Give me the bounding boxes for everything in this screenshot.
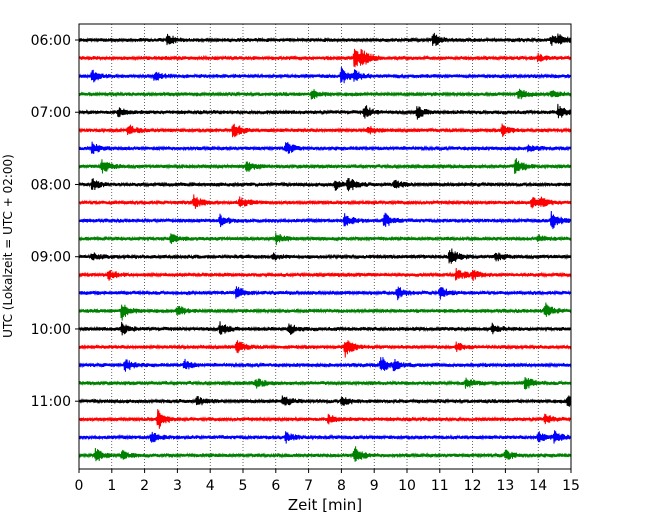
trace-0815 (78, 194, 572, 209)
trace-0700 (78, 103, 572, 120)
trace-1045 (78, 376, 572, 390)
trace-0615 (78, 48, 572, 68)
trace-1145 (78, 446, 572, 462)
x-tick-label: 0 (75, 478, 84, 494)
y-tick-label: 07:00 (31, 105, 71, 121)
x-tick-label: 11 (431, 478, 449, 494)
plot-frame (78, 23, 572, 470)
trace-1100 (78, 395, 572, 407)
trace-0745 (78, 158, 572, 174)
x-tick-label: 9 (370, 478, 379, 494)
y-axis-label: UTC (Lokalzeit = UTC + 02:00) (1, 154, 15, 338)
trace-0630 (78, 67, 572, 84)
trace-0600 (78, 32, 572, 46)
trace-1015 (78, 340, 572, 358)
y-tick-label: 09:00 (31, 250, 71, 266)
y-tick-label: 08:00 (31, 177, 71, 193)
x-tick-label: 13 (496, 478, 514, 494)
y-axis-ticks: 06:00 07:00 08:00 09:00 10:00 11:00 (31, 33, 79, 410)
trace-1115 (78, 409, 572, 429)
trace-0730 (78, 141, 572, 155)
y-tick-label: 10:00 (31, 322, 71, 338)
x-axis-label: Zeit [min] (288, 496, 362, 514)
trace-0800 (78, 177, 572, 192)
trace-0845 (78, 232, 572, 246)
trace-1030 (78, 357, 572, 372)
trace-0930 (78, 286, 572, 301)
x-tick-label: 5 (239, 478, 248, 494)
x-tick-label: 6 (271, 478, 280, 494)
seismic-traces (78, 32, 572, 462)
vertical-grid (111, 24, 539, 469)
x-axis-ticks: 0 1 2 3 4 5 6 7 8 9 10 11 12 13 14 15 (75, 469, 580, 494)
x-tick-label: 7 (304, 478, 313, 494)
trace-0830 (78, 211, 572, 230)
trace-0645 (78, 88, 572, 100)
x-tick-label: 14 (529, 478, 547, 494)
x-tick-label: 15 (562, 478, 580, 494)
y-tick-label: 11:00 (31, 394, 71, 410)
x-tick-label: 12 (464, 478, 482, 494)
trace-0945 (78, 302, 572, 321)
trace-0715 (78, 123, 572, 138)
trace-0900 (78, 248, 572, 264)
trace-1130 (78, 430, 572, 444)
x-tick-label: 2 (140, 478, 149, 494)
x-tick-label: 8 (337, 478, 346, 494)
y-tick-label: 06:00 (31, 33, 71, 49)
trace-1000 (78, 321, 572, 336)
trace-0915 (78, 268, 572, 282)
x-tick-label: 3 (173, 478, 182, 494)
x-tick-label: 4 (206, 478, 215, 494)
x-tick-label: 10 (398, 478, 416, 494)
x-tick-label: 1 (107, 478, 116, 494)
